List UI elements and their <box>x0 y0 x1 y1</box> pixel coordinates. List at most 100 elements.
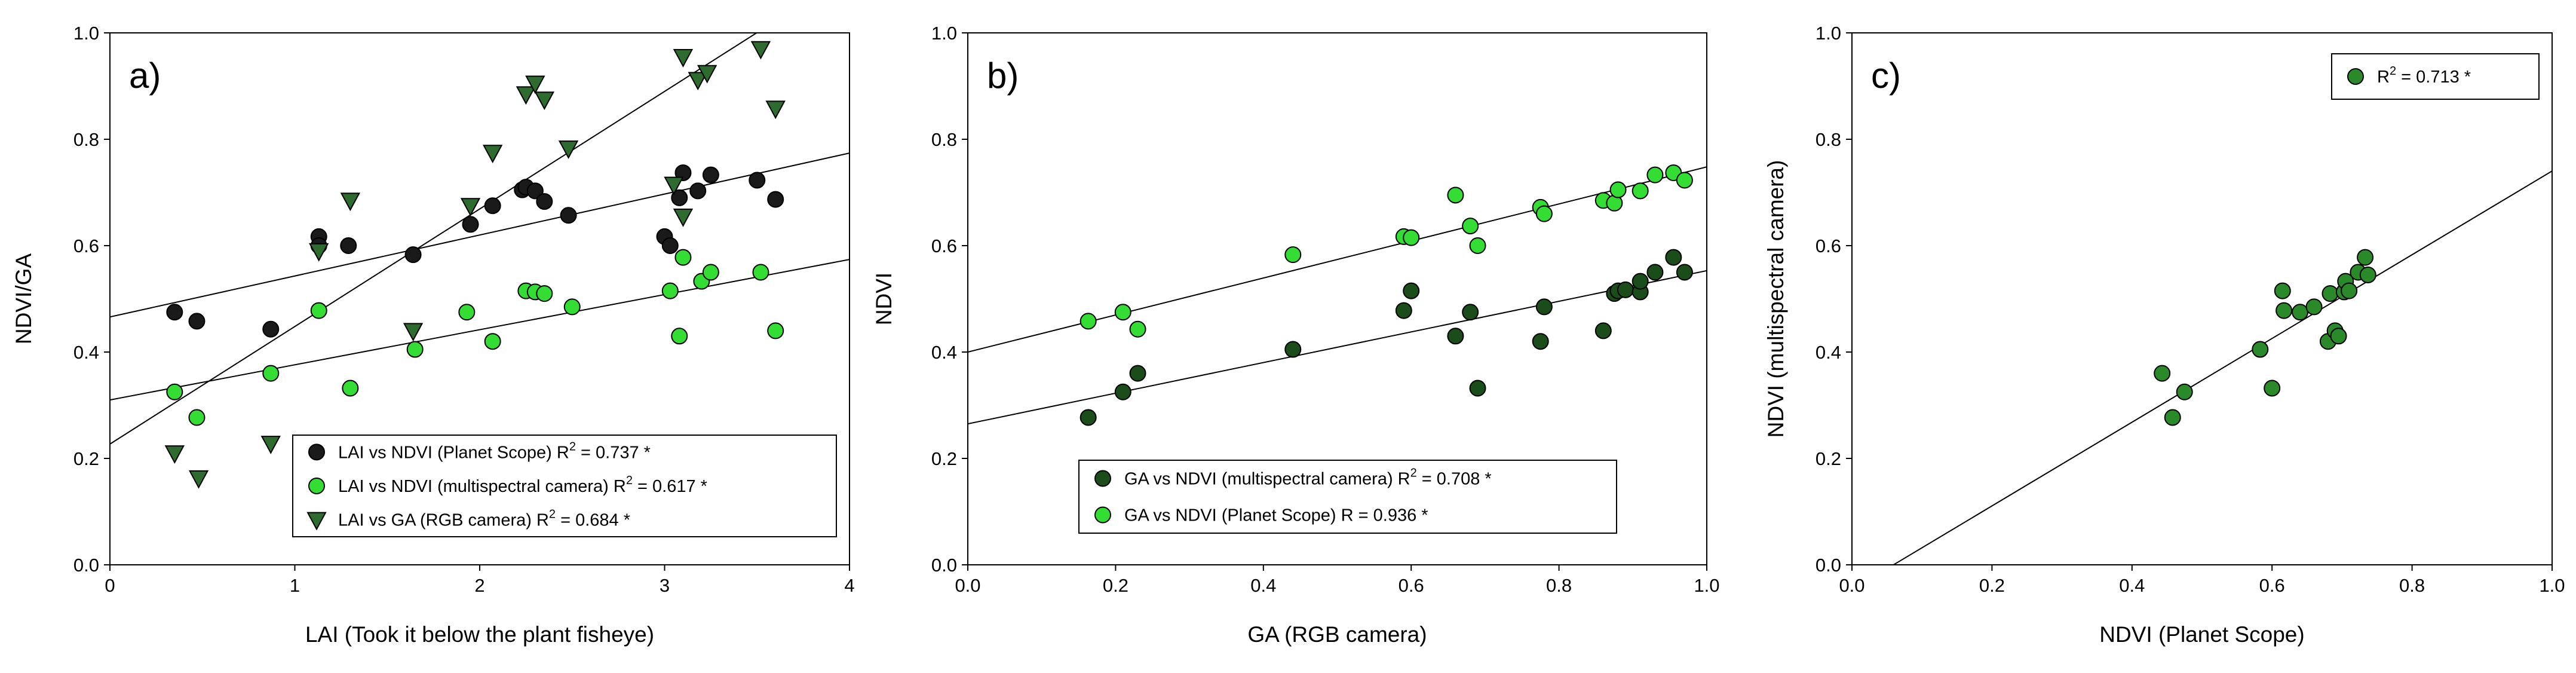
data-point <box>462 216 479 233</box>
data-point <box>697 65 717 84</box>
y-tick-label: 0.2 <box>1816 448 1841 469</box>
x-tick-label: 0.2 <box>1979 575 2005 596</box>
data-point <box>1646 166 1664 183</box>
fit-line <box>1892 170 2552 565</box>
x-tick-label: 0.0 <box>1839 575 1864 596</box>
fit-line <box>110 33 758 445</box>
y-axis-label: NDVI/GA <box>11 253 36 344</box>
data-point <box>2330 328 2347 345</box>
data-point <box>188 470 209 489</box>
legend-box <box>292 435 837 537</box>
data-point <box>525 75 545 94</box>
data-point <box>166 304 183 321</box>
data-point <box>188 313 206 330</box>
data-point <box>1129 365 1146 382</box>
data-point <box>750 41 771 60</box>
legend-entry-text: GA vs NDVI (multispectral camera) R <box>1124 470 1410 489</box>
data-point <box>2176 383 2193 400</box>
legend-entry: GA vs NDVI (Planet Scope) R = 0.936 * <box>1124 506 1428 525</box>
data-point <box>2164 409 2181 426</box>
data-point <box>674 249 692 266</box>
data-point <box>765 100 786 120</box>
data-point <box>484 333 501 350</box>
data-point <box>1284 246 1302 264</box>
data-point <box>661 282 679 299</box>
x-tick-label: 0.6 <box>2259 575 2285 596</box>
data-point <box>1535 205 1553 222</box>
legend-entry-sup: 2 <box>2390 65 2396 78</box>
y-tick-label: 0.0 <box>73 555 99 576</box>
legend-entry-stat: = 0.713 * <box>2396 68 2471 87</box>
data-point <box>1676 264 1693 281</box>
data-point <box>671 328 688 345</box>
data-point <box>671 189 688 206</box>
legend: GA vs NDVI (multispectral camera) R2 = 0… <box>1078 460 1617 534</box>
fit-line <box>968 166 1707 353</box>
data-point <box>558 140 579 159</box>
data-point <box>1469 237 1486 254</box>
data-point <box>674 164 692 182</box>
fit-line <box>968 270 1707 425</box>
data-point <box>536 285 553 302</box>
data-point <box>340 237 357 254</box>
data-point <box>2252 341 2269 358</box>
data-point <box>2276 302 2293 319</box>
y-tick-label: 0.8 <box>73 129 99 150</box>
legend-entry-text: LAI vs GA (RGB camera) R <box>338 511 549 530</box>
y-tick-label: 0.4 <box>1816 342 1841 363</box>
data-point <box>309 243 329 262</box>
plot-frame <box>967 32 1707 565</box>
legend-marker <box>1094 470 1111 487</box>
fit-lines <box>1892 170 2552 565</box>
data-point <box>534 91 555 111</box>
data-point <box>2357 249 2374 266</box>
data-point <box>689 182 707 200</box>
data-point <box>560 207 577 224</box>
data-point <box>688 72 708 91</box>
legend-entry-text: R <box>2377 68 2390 87</box>
legend-marker <box>2347 68 2364 85</box>
y-tick-label: 0.6 <box>1816 235 1841 256</box>
panel-a: 0 1 2 3 4 0.0 0.2 0.4 0.6 0.8 1.0 LAI (Took it belo… <box>11 23 855 647</box>
data-point <box>2264 380 2281 397</box>
legend-entry-stat: = 0.684 * <box>556 511 630 530</box>
data-point <box>1609 181 1627 198</box>
series-2 <box>164 41 786 489</box>
legend-marker <box>308 443 325 461</box>
y-axis-label: NDVI <box>872 273 896 325</box>
data-point <box>2292 304 2309 321</box>
data-point <box>664 176 684 195</box>
legend-marker <box>308 478 325 494</box>
y-tick-label: 0.2 <box>73 448 99 469</box>
data-point <box>752 264 769 281</box>
data-point <box>1403 282 1420 299</box>
series-0 <box>1080 249 1693 426</box>
data-point <box>2274 282 2291 299</box>
legend-entry: GA vs NDVI (multispectral camera) R2 = 0… <box>1124 467 1492 489</box>
legend-box <box>2331 53 2540 100</box>
data-point <box>1632 182 1649 200</box>
data-point <box>749 172 766 189</box>
y-tick-label: 0.0 <box>1816 555 1841 576</box>
legend: R2 = 0.713 * <box>2331 53 2540 100</box>
data-point <box>767 191 784 208</box>
y-tick-label: 0.4 <box>73 342 99 363</box>
x-tick-label: 0.4 <box>2119 575 2145 596</box>
data-point <box>2359 266 2376 283</box>
legend-entry: LAI vs NDVI (Planet Scope) R2 = 0.737 * <box>338 440 651 462</box>
y-tick-label: 0.4 <box>931 342 957 363</box>
data-point <box>484 197 501 215</box>
data-point <box>1114 304 1131 321</box>
data-point <box>406 341 424 358</box>
data-point <box>1469 380 1486 397</box>
y-tick-label: 1.0 <box>73 23 99 44</box>
data-point <box>342 380 359 397</box>
legend-marker <box>1094 506 1111 524</box>
data-point <box>673 49 694 68</box>
data-point <box>516 86 536 105</box>
x-tick-label: 0.2 <box>1103 575 1128 596</box>
data-point <box>188 409 206 426</box>
data-point <box>536 193 553 210</box>
data-point <box>403 323 424 342</box>
panel-b: 0.0 0.2 0.4 0.6 0.8 1.0 0.0 0.2 0.4 0.6 0.8 1.0 GA (… <box>872 23 1720 647</box>
